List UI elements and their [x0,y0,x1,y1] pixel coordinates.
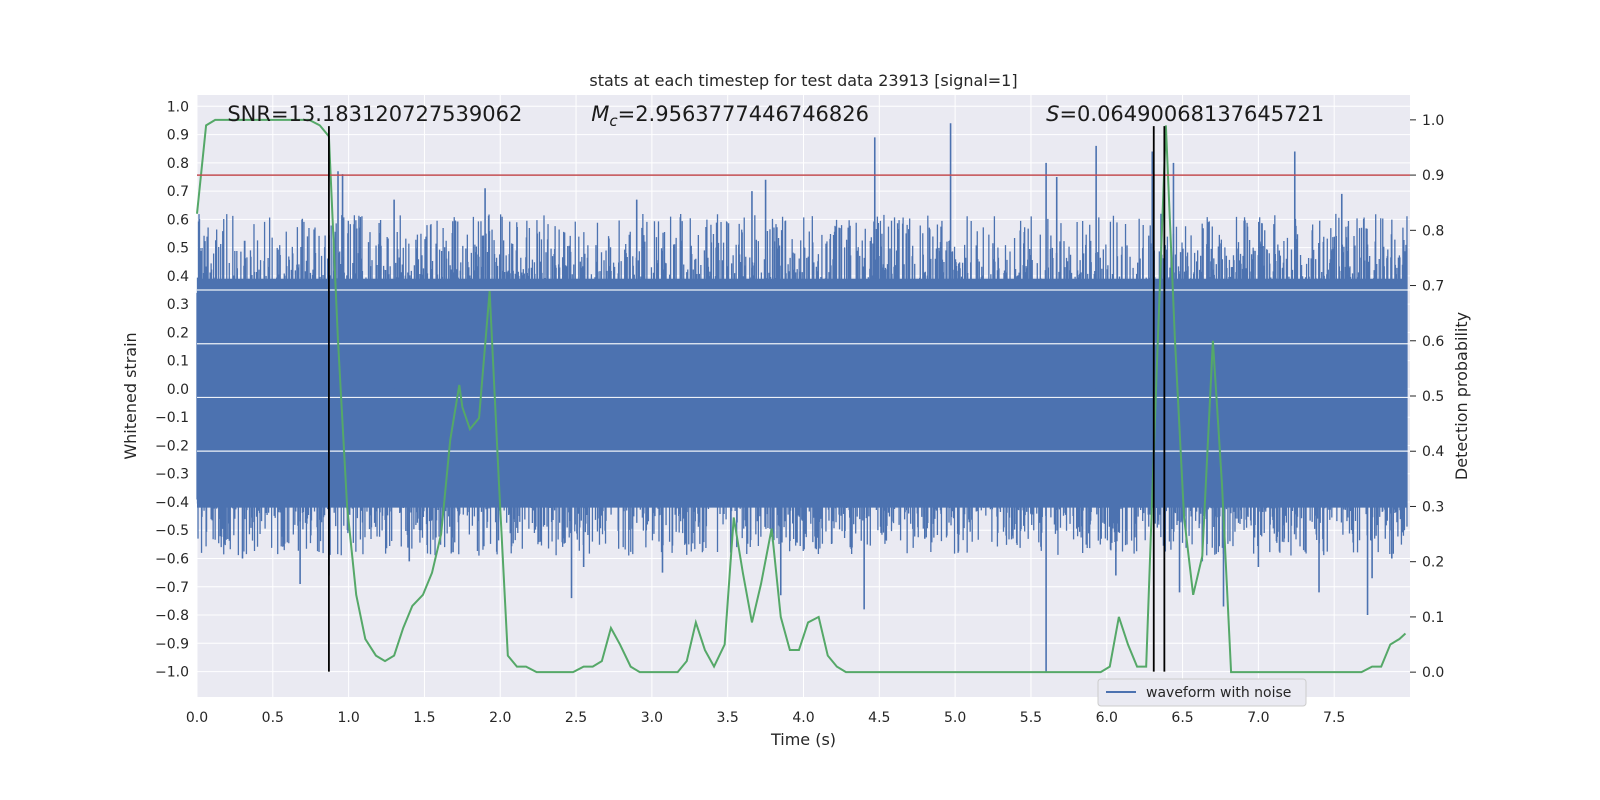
x-tick-label: 0.5 [262,710,284,726]
y-tick-label: 0.4 [167,269,189,285]
x-tick-label: 0.0 [186,710,208,726]
y-tick-label: −0.6 [155,552,189,568]
annotation-text: Mc=2.9563777446746826 [591,102,869,130]
y2-tick-label: 0.7 [1422,279,1444,295]
y-axis-label: Whitened strain [121,332,140,459]
annotation-text: SNR=13.183120727539062 [227,102,522,126]
axis-ticks: 0.0 0.5 1.0 1.5 2.0 2.5 3.0 3.5 4.0 4.5 5.0 5.5 6.0 6… [155,99,1444,726]
y2-tick-label: 0.1 [1422,610,1444,626]
y-tick-label: 0.6 [167,212,189,228]
y-tick-label: −0.7 [155,580,189,596]
y-tick-label: −0.4 [155,495,189,511]
x-tick-label: 7.5 [1323,710,1345,726]
y-tick-label: −1.0 [155,665,189,681]
y2-tick-label: 0.8 [1422,223,1444,239]
x-tick-label: 5.5 [1020,710,1042,726]
y2-tick-label: 0.5 [1422,389,1444,405]
legend-entry: waveform with noise [1146,685,1291,701]
y-tick-label: −0.9 [155,636,189,652]
y-tick-label: 0.5 [167,241,189,257]
legend-box [1097,678,1307,707]
y2-tick-label: 0.6 [1422,334,1444,350]
y2-tick-label: 0.4 [1422,444,1444,460]
y2-axis-label: Detection probability [1452,312,1471,480]
probability-series [196,118,1407,674]
x-tick-label: 7.0 [1247,710,1269,726]
annotations: SNR=13.183120727539062 Mc=2.9563777446746… [227,102,1324,130]
y-tick-label: 0.2 [167,325,189,341]
y2-tick-label: 0.9 [1422,168,1444,184]
y2-tick-label: 0.0 [1422,665,1444,681]
y-tick-label: −0.5 [155,523,189,539]
y-tick-label: 0.8 [167,156,189,172]
annotation-text: S=0.06490068137645721 [1046,102,1324,126]
x-tick-label: 6.0 [1096,710,1118,726]
legend: waveform with noise [1097,678,1307,707]
y-tick-label: 0.0 [167,382,189,398]
x-tick-label: 1.0 [337,710,359,726]
probability-line [196,118,1407,674]
x-tick-label: 1.5 [413,710,435,726]
y-tick-label: 0.9 [167,128,189,144]
y-tick-label: −0.1 [155,410,189,426]
y-tick-label: 0.7 [167,184,189,200]
chart-title: stats at each timestep for test data 239… [589,71,1017,90]
x-tick-label: 2.0 [489,710,511,726]
waveform-band [197,278,1407,508]
y-tick-label: 0.3 [167,297,189,313]
y-tick-label: −0.8 [155,608,189,624]
x-tick-label: 3.5 [717,710,739,726]
x-tick-label: 6.5 [1171,710,1193,726]
y-tick-label: 0.1 [167,354,189,370]
y2-tick-label: 0.2 [1422,555,1444,571]
x-tick-label: 4.0 [792,710,814,726]
y-tick-label: −0.3 [155,467,189,483]
x-axis-label: Time (s) [770,730,836,749]
y2-tick-label: 1.0 [1422,113,1444,129]
x-tick-label: 2.5 [565,710,587,726]
y2-tick-label: 0.3 [1422,499,1444,515]
x-tick-label: 4.5 [868,710,890,726]
vertical-markers [328,126,1166,672]
x-tick-label: 3.0 [641,710,663,726]
y-tick-label: −0.2 [155,438,189,454]
x-tick-label: 5.0 [944,710,966,726]
y-tick-label: 1.0 [167,99,189,115]
waveform-series [196,123,1410,672]
